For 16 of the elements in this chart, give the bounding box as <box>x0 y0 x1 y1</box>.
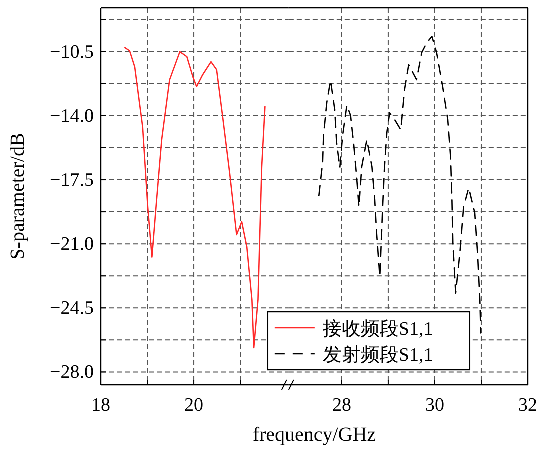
x-tick-label: 20 <box>184 395 204 416</box>
y-tick-label: −10.5 <box>50 42 94 63</box>
y-tick-label: −17.5 <box>50 170 94 192</box>
y-tick-label: −24.5 <box>50 298 94 320</box>
x-tick-label: 28 <box>332 395 352 416</box>
x-tick-label: 32 <box>518 395 538 416</box>
legend-label: 发射频段S1,1 <box>322 345 434 366</box>
x-tick-label: 18 <box>92 395 110 416</box>
x-axis-title: frequency/GHz <box>252 424 376 446</box>
y-axis-title: S-parameter/dB <box>7 133 29 260</box>
y-tick-label: −21.0 <box>50 234 94 256</box>
text: 接收频段S1,1 <box>322 319 434 340</box>
y-tick-label: −28.0 <box>50 362 94 384</box>
line-series <box>124 47 266 349</box>
x-tick-label: 30 <box>425 395 444 416</box>
y-tick-label: −14.0 <box>50 106 94 127</box>
